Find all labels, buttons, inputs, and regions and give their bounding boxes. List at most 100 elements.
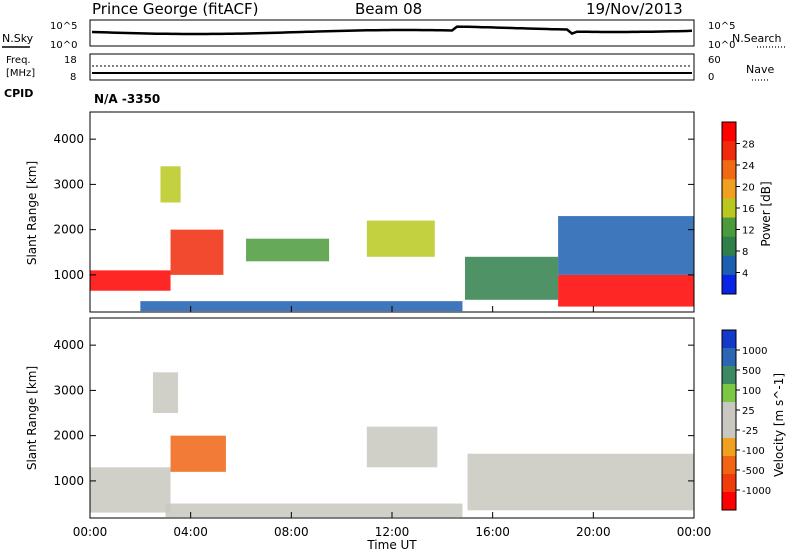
power-colorbar-swatch — [722, 179, 736, 199]
freq-tick-low: 8 — [70, 72, 76, 83]
velocity-colorbar-swatch — [722, 366, 736, 385]
heatmap-cell — [160, 166, 181, 203]
velocity-ytick-label: 2000 — [53, 429, 84, 443]
power-colorbar-swatch — [722, 274, 736, 295]
noise-search-label: N.Search — [732, 32, 782, 45]
velocity-ytick-label: 4000 — [53, 338, 84, 352]
time-tick-label: 00:00 — [73, 525, 108, 539]
velocity-colorbar-tick-label: 500 — [742, 366, 761, 377]
power-colorbar-tick-label: 20 — [742, 183, 755, 194]
velocity-y-axis: 4000 3000 2000 1000 — [53, 338, 694, 488]
velocity-ytick-label: 3000 — [53, 383, 84, 397]
noise-tick-high-left: 10^5 — [50, 21, 77, 32]
noise-panel: N.Sky 10^5 10^0 10^5 10^0 N.Search — [2, 19, 786, 51]
freq-panel: Freq. [MHz] 18 8 60 0 Nave — [6, 53, 774, 83]
power-ytick-label: 3000 — [53, 177, 84, 191]
velocity-colorbar-swatch — [722, 438, 736, 457]
velocity-colorbar-tick-label: -100 — [742, 446, 765, 457]
noise-sky-label: N.Sky — [2, 32, 34, 45]
velocity-colorbar-label: Velocity [m s^-1] — [772, 373, 786, 477]
power-colorbar: 28 24 20 16 12 8 4 — [721, 121, 755, 295]
power-colorbar-tick-label: 8 — [742, 247, 748, 258]
heatmap-cell — [140, 301, 463, 312]
power-ytick-label: 4000 — [53, 132, 84, 146]
velocity-colorbar-swatch — [722, 492, 736, 511]
noise-tick-low-right: 10^0 — [708, 40, 735, 51]
freq-units-label: [MHz] — [6, 68, 35, 79]
heatmap-cell — [170, 229, 224, 275]
power-colorbar-tick-label: 16 — [742, 204, 755, 215]
velocity-panel: 4000 3000 2000 1000 Slant Range [km] 1000 50… — [25, 317, 786, 519]
heatmap-cell — [366, 426, 438, 468]
power-panel: 4000 3000 2000 1000 Slant Range [km] 28 24 20… — [25, 111, 773, 313]
power-colorbar-swatch — [722, 122, 736, 142]
power-colorbar-swatch — [722, 217, 736, 238]
beam-title: Beam 08 — [355, 0, 422, 18]
velocity-colorbar-tick-label: 25 — [742, 406, 755, 417]
power-heatmap — [90, 166, 694, 312]
power-colorbar-tick-label: 12 — [742, 226, 755, 237]
heatmap-cell — [558, 216, 694, 275]
velocity-colorbar-tick-label: -25 — [742, 426, 758, 437]
power-colorbar-swatch — [722, 236, 736, 257]
power-colorbar-tick-label: 24 — [742, 161, 755, 172]
velocity-ylabel: Slant Range [km] — [25, 366, 39, 470]
power-ylabel: Slant Range [km] — [25, 161, 39, 265]
time-tick-label: 08:00 — [274, 525, 309, 539]
power-colorbar-swatch — [722, 160, 736, 180]
time-axis: 00:00 04:00 08:00 12:00 16:00 20:00 00:00 — [73, 306, 712, 539]
heatmap-cell — [90, 467, 171, 513]
heatmap-cell — [170, 435, 226, 472]
noise-sky-trace — [91, 25, 693, 36]
cpid-value: N/A -3350 — [94, 92, 160, 106]
power-colorbar-label: Power [dB] — [759, 181, 773, 246]
velocity-colorbar-frame — [721, 329, 737, 511]
velocity-colorbar-tick-label: -500 — [742, 466, 765, 477]
time-axis-label: Time UT — [366, 538, 417, 552]
heatmap-cell — [90, 270, 171, 291]
velocity-ytick-label: 1000 — [53, 474, 84, 488]
velocity-colorbar-swatch — [722, 456, 736, 475]
heatmap-cell — [246, 238, 330, 262]
time-tick-label: 20:00 — [576, 525, 611, 539]
heatmap-cell — [152, 372, 179, 414]
velocity-colorbar-swatch — [722, 420, 736, 439]
velocity-colorbar-swatch — [722, 402, 736, 421]
nave-tick-high: 60 — [708, 55, 721, 66]
noise-tick-high-right: 10^5 — [708, 21, 735, 32]
power-colorbar-swatch — [722, 198, 736, 219]
time-tick-label: 04:00 — [173, 525, 208, 539]
velocity-colorbar-swatch — [722, 330, 736, 349]
power-colorbar-swatch — [722, 141, 736, 161]
time-tick-label: 12:00 — [375, 525, 410, 539]
time-tick-label: 00:00 — [677, 525, 712, 539]
velocity-colorbar-swatch — [722, 348, 736, 367]
velocity-colorbar-tick-label: -1000 — [742, 486, 771, 497]
time-tick-label: 16:00 — [475, 525, 510, 539]
heatmap-cell — [467, 453, 694, 511]
noise-frame — [89, 19, 695, 47]
heatmap-cell — [165, 503, 463, 518]
power-colorbar-tick-label: 28 — [742, 140, 755, 151]
velocity-colorbar-swatch — [722, 384, 736, 403]
heatmap-cell — [558, 274, 694, 307]
heatmap-cell — [366, 220, 435, 257]
power-y-axis: 4000 3000 2000 1000 — [53, 132, 694, 282]
station-title: Prince George (fitACF) — [92, 0, 258, 18]
nave-label: Nave — [746, 63, 774, 76]
noise-tick-low-left: 10^0 — [50, 40, 77, 51]
velocity-colorbar-tick-label: 1000 — [742, 346, 767, 357]
velocity-heatmap — [90, 372, 694, 518]
power-colorbar-tick-label: 4 — [742, 269, 748, 280]
freq-tick-high: 18 — [64, 55, 77, 66]
velocity-colorbar: 1000 500 100 25 -25 -100 -500 -1000 — [721, 329, 771, 511]
velocity-colorbar-swatch — [722, 474, 736, 493]
date-title: 19/Nov/2013 — [586, 0, 683, 18]
cpid-label: CPID — [4, 87, 33, 100]
nave-tick-low: 0 — [708, 72, 714, 83]
heatmap-cell — [464, 256, 559, 300]
freq-label: Freq. — [6, 55, 31, 66]
freq-frame — [89, 53, 695, 81]
velocity-colorbar-tick-label: 100 — [742, 386, 761, 397]
